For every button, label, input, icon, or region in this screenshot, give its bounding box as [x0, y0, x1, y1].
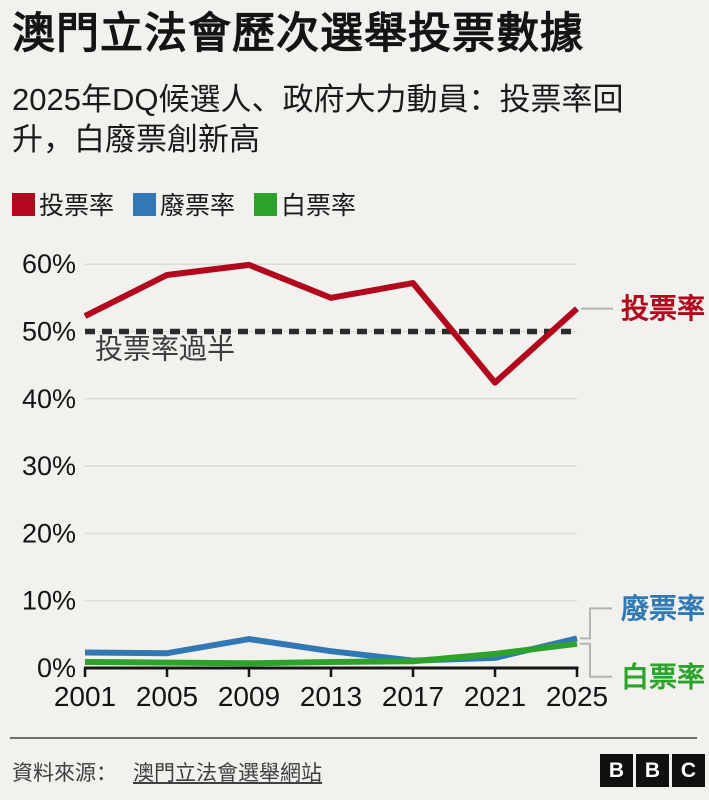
legend-item-白票率: 白票率: [254, 186, 356, 222]
y-axis-label: 10%: [22, 586, 76, 616]
threshold-label: 投票率過半: [95, 334, 235, 365]
legend-swatch-icon: [254, 192, 278, 216]
y-axis-label: 0%: [37, 653, 76, 683]
y-axis-label: 40%: [22, 384, 76, 414]
x-axis-label: 2013: [300, 681, 362, 712]
legend-label: 廢票率: [160, 192, 236, 220]
series-line-投票率: [83, 261, 580, 386]
bbc-logo-block: C: [672, 754, 705, 787]
y-axis-label: 20%: [22, 518, 76, 548]
x-axis-label: 2005: [136, 681, 198, 712]
legend-label: 投票率: [39, 192, 115, 220]
series-line-廢票率: [84, 635, 578, 664]
source-prefix-label: 資料來源：: [12, 762, 117, 785]
source-link[interactable]: 澳門立法會選舉網站: [133, 762, 322, 785]
x-axis-label: 2021: [464, 681, 526, 712]
x-axis-label: 2009: [218, 681, 280, 712]
legend-item-投票率: 投票率: [12, 186, 114, 222]
subtitle-line-1: 2025年DQ候選人、政府大力動員：投票率回: [12, 82, 624, 117]
series-line-白票率: [84, 640, 578, 667]
series-end-label-廢票率: 廢票率: [621, 592, 705, 624]
x-axis-label: 2025: [546, 681, 608, 712]
footer-divider: [10, 737, 697, 739]
legend-swatch-icon: [12, 192, 35, 216]
legend-label: 白票率: [281, 192, 357, 220]
legend-item-廢票率: 廢票率: [133, 186, 235, 222]
bbc-logo-block: B: [636, 754, 669, 787]
legend-swatch-icon: [133, 192, 157, 216]
x-axis-label: 2017: [382, 681, 444, 712]
source-line: 資料來源： 澳門立法會選舉網站: [12, 757, 322, 787]
end-label-connector: [580, 642, 612, 678]
subtitle: 2025年DQ候選人、政府大力動員：投票率回 升，白廢票創新高: [12, 80, 702, 160]
y-axis-label: 30%: [22, 451, 76, 481]
subtitle-line-2: 升，白廢票創新高: [12, 122, 260, 157]
chart-legend: 投票率 廢票率 白票率: [12, 186, 356, 222]
page-title: 澳門立法會歷次選舉投票數據: [12, 10, 584, 58]
y-axis-label: 60%: [22, 249, 76, 279]
series-end-label-投票率: 投票率: [621, 292, 705, 324]
line-chart: 0% 10% 20% 30% 40% 50% 60% 投票率過半 2001 2005 2009 201…: [22, 249, 705, 712]
bbc-logo-block: B: [600, 754, 633, 787]
end-label-connector: [580, 607, 612, 640]
x-axis-label: 2001: [54, 681, 116, 712]
y-axis-label: 50%: [22, 317, 76, 347]
series-end-label-白票率: 白票率: [621, 660, 705, 692]
